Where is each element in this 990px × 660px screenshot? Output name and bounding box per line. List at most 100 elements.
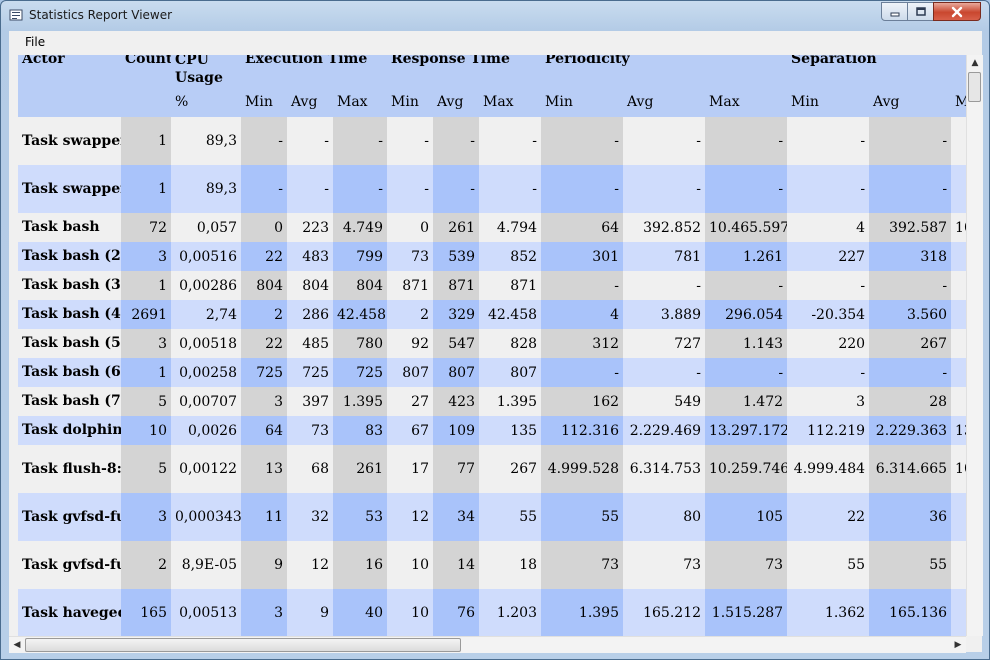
col-header-count[interactable]: Count — [121, 55, 171, 87]
cell-exec-min: 2 — [241, 300, 287, 329]
cell-actor: Task swapper/0 — [18, 117, 121, 165]
cell-resp-max: 42.458 — [479, 300, 542, 329]
cell-cpu: 0,00513 — [171, 589, 241, 636]
cell-per-min: - — [541, 271, 624, 300]
vertical-scrollbar[interactable]: ▲ — [966, 55, 983, 636]
table-row[interactable]: Task bash (3) 1 0,00286 804 804 804 871 871 871-… — [18, 271, 966, 300]
cell-sep-min: 220 — [787, 329, 870, 358]
cell-sep-min: 112.219 — [787, 416, 870, 445]
title-bar[interactable]: Statistics Report Viewer — [1, 1, 989, 31]
col-header-cpu-line2: Usage — [175, 70, 223, 86]
cell-count: 1 — [121, 271, 171, 300]
cell-actor: Task bash (3) — [18, 271, 121, 300]
cell-resp-min: 17 — [387, 445, 433, 493]
table-row[interactable]: Task bash (2) 3 0,00516 22 483 799 73 539 852 301… — [18, 242, 966, 271]
cell-resp-max: 267 — [479, 445, 542, 493]
table-row[interactable]: Task bash 72 0,057 0 223 4.749 0 261 4.794 64 392.… — [18, 213, 966, 242]
cell-sep-avg: 267 — [869, 329, 952, 358]
table-row[interactable]: Task swapper/1189,3----------- — [18, 165, 966, 213]
subheader-actor — [18, 87, 121, 117]
cell-per-min: 301 — [541, 242, 624, 271]
col-header-actor[interactable]: Actor — [18, 55, 121, 87]
cell-resp-min: 12 — [387, 493, 433, 541]
menu-file[interactable]: File — [25, 35, 46, 49]
cell-actor: Task bash — [18, 213, 121, 242]
cell-per-min: 4.999.528 — [541, 445, 624, 493]
subheader-exec-max: Max — [333, 87, 387, 117]
scroll-left-icon[interactable]: ◀ — [13, 640, 21, 650]
cell-per-min: - — [541, 117, 624, 165]
cell-exec-min: 3 — [241, 387, 287, 416]
table-row[interactable]: Task gvfsd-fuse30,0003431132531234555580… — [18, 493, 966, 541]
cell-sep-min: - — [787, 358, 870, 387]
minimize-button[interactable] — [881, 2, 908, 21]
cell-count: 10 — [121, 416, 171, 445]
col-header-execution-time[interactable]: Execution Time — [241, 55, 387, 87]
cell-clipped — [951, 589, 966, 636]
col-header-periodicity[interactable]: Periodicity — [541, 55, 788, 87]
cell-per-max: 1.515.287 — [705, 589, 788, 636]
cell-per-max: - — [705, 117, 788, 165]
col-header-cpu[interactable]: CPU Usage — [171, 55, 241, 87]
cell-clipped — [951, 493, 966, 541]
table-row[interactable]: Task flush-8:0 5 0,00122 13 68 261 17 77 267 4.99… — [18, 445, 966, 493]
cell-exec-max: - — [333, 117, 387, 165]
cell-actor: Task flush-8:0 — [18, 445, 121, 493]
cell-sep-avg: 55 — [869, 541, 952, 589]
cell-sep-avg: - — [869, 117, 952, 165]
table-row[interactable]: Task bash (5) 3 0,00518 22 485 780 92 547 828 312… — [18, 329, 966, 358]
cell-count: 3 — [121, 493, 171, 541]
cell-resp-max: 4.794 — [479, 213, 542, 242]
table-row[interactable]: Task swapper/0189,3----------- — [18, 117, 966, 165]
cell-exec-min: 22 — [241, 242, 287, 271]
cell-count: 2691 — [121, 300, 171, 329]
scroll-right-icon[interactable]: ▶ — [954, 640, 962, 650]
cell-resp-max: 135 — [479, 416, 542, 445]
cell-resp-min: - — [387, 117, 433, 165]
cell-resp-min: 10 — [387, 589, 433, 636]
cell-resp-avg: 109 — [433, 416, 479, 445]
cell-sep-min: 1.362 — [787, 589, 870, 636]
table-row[interactable]: Task dolphin 10 0,0026 64 73 83 67 109 135 112.31… — [18, 416, 966, 445]
cell-sep-min: 22 — [787, 493, 870, 541]
cell-sep-avg: 36 — [869, 493, 952, 541]
cell-cpu: 8,9E-05 — [171, 541, 241, 589]
horizontal-scroll-thumb[interactable] — [25, 638, 461, 652]
maximize-button[interactable] — [907, 2, 934, 21]
cell-actor: Task haveged — [18, 589, 121, 636]
cell-clipped — [951, 242, 966, 271]
table-row[interactable]: Task bash (7) 5 0,00707 3 397 1.395 27 423 1.395… — [18, 387, 966, 416]
cell-sep-min: 55 — [787, 541, 870, 589]
table-row[interactable]: Task haveged 165 0,00513 3 9 40 10 76 1.203 1.395… — [18, 589, 966, 636]
col-header-separation[interactable]: Separation — [787, 55, 966, 87]
cell-per-avg: 3.889 — [623, 300, 706, 329]
cell-per-min: 1.395 — [541, 589, 624, 636]
scroll-up-icon[interactable]: ▲ — [971, 58, 979, 68]
subheader-resp-min: Min — [387, 87, 433, 117]
table-row[interactable]: Task gvfsd-fuse (2)28,9E-059121610141873… — [18, 541, 966, 589]
cell-per-max: - — [705, 165, 788, 213]
vertical-scroll-thumb[interactable] — [968, 72, 981, 102]
close-button[interactable] — [933, 2, 981, 21]
cell-exec-min: - — [241, 117, 287, 165]
subheader-sep-min: Min — [787, 87, 870, 117]
app-icon — [9, 9, 23, 21]
cell-exec-avg: 12 — [287, 541, 333, 589]
cell-per-max: 10.259.746 — [705, 445, 788, 493]
cell-clipped — [951, 541, 966, 589]
cell-exec-max: 780 — [333, 329, 387, 358]
cell-exec-min: 804 — [241, 271, 287, 300]
cell-cpu: 0,00516 — [171, 242, 241, 271]
table-row[interactable]: Task bash (6) 1 0,00258 725 725 725 807 807 807-… — [18, 358, 966, 387]
subheader-per-max: Max — [705, 87, 788, 117]
table-row[interactable]: Task bash (4) 2691 2,74 2 286 42.458 2 329 42.45… — [18, 300, 966, 329]
cell-per-min: 73 — [541, 541, 624, 589]
statistics-table[interactable]: Actor Count CPU Usage Execution Time Resp… — [18, 55, 966, 636]
cell-count: 1 — [121, 165, 171, 213]
col-header-response-time[interactable]: Response Time — [387, 55, 542, 87]
horizontal-scrollbar[interactable]: ◀ ▶ — [9, 636, 966, 653]
cell-resp-max: - — [479, 165, 542, 213]
cell-cpu: 0,00122 — [171, 445, 241, 493]
cell-per-avg: - — [623, 165, 706, 213]
